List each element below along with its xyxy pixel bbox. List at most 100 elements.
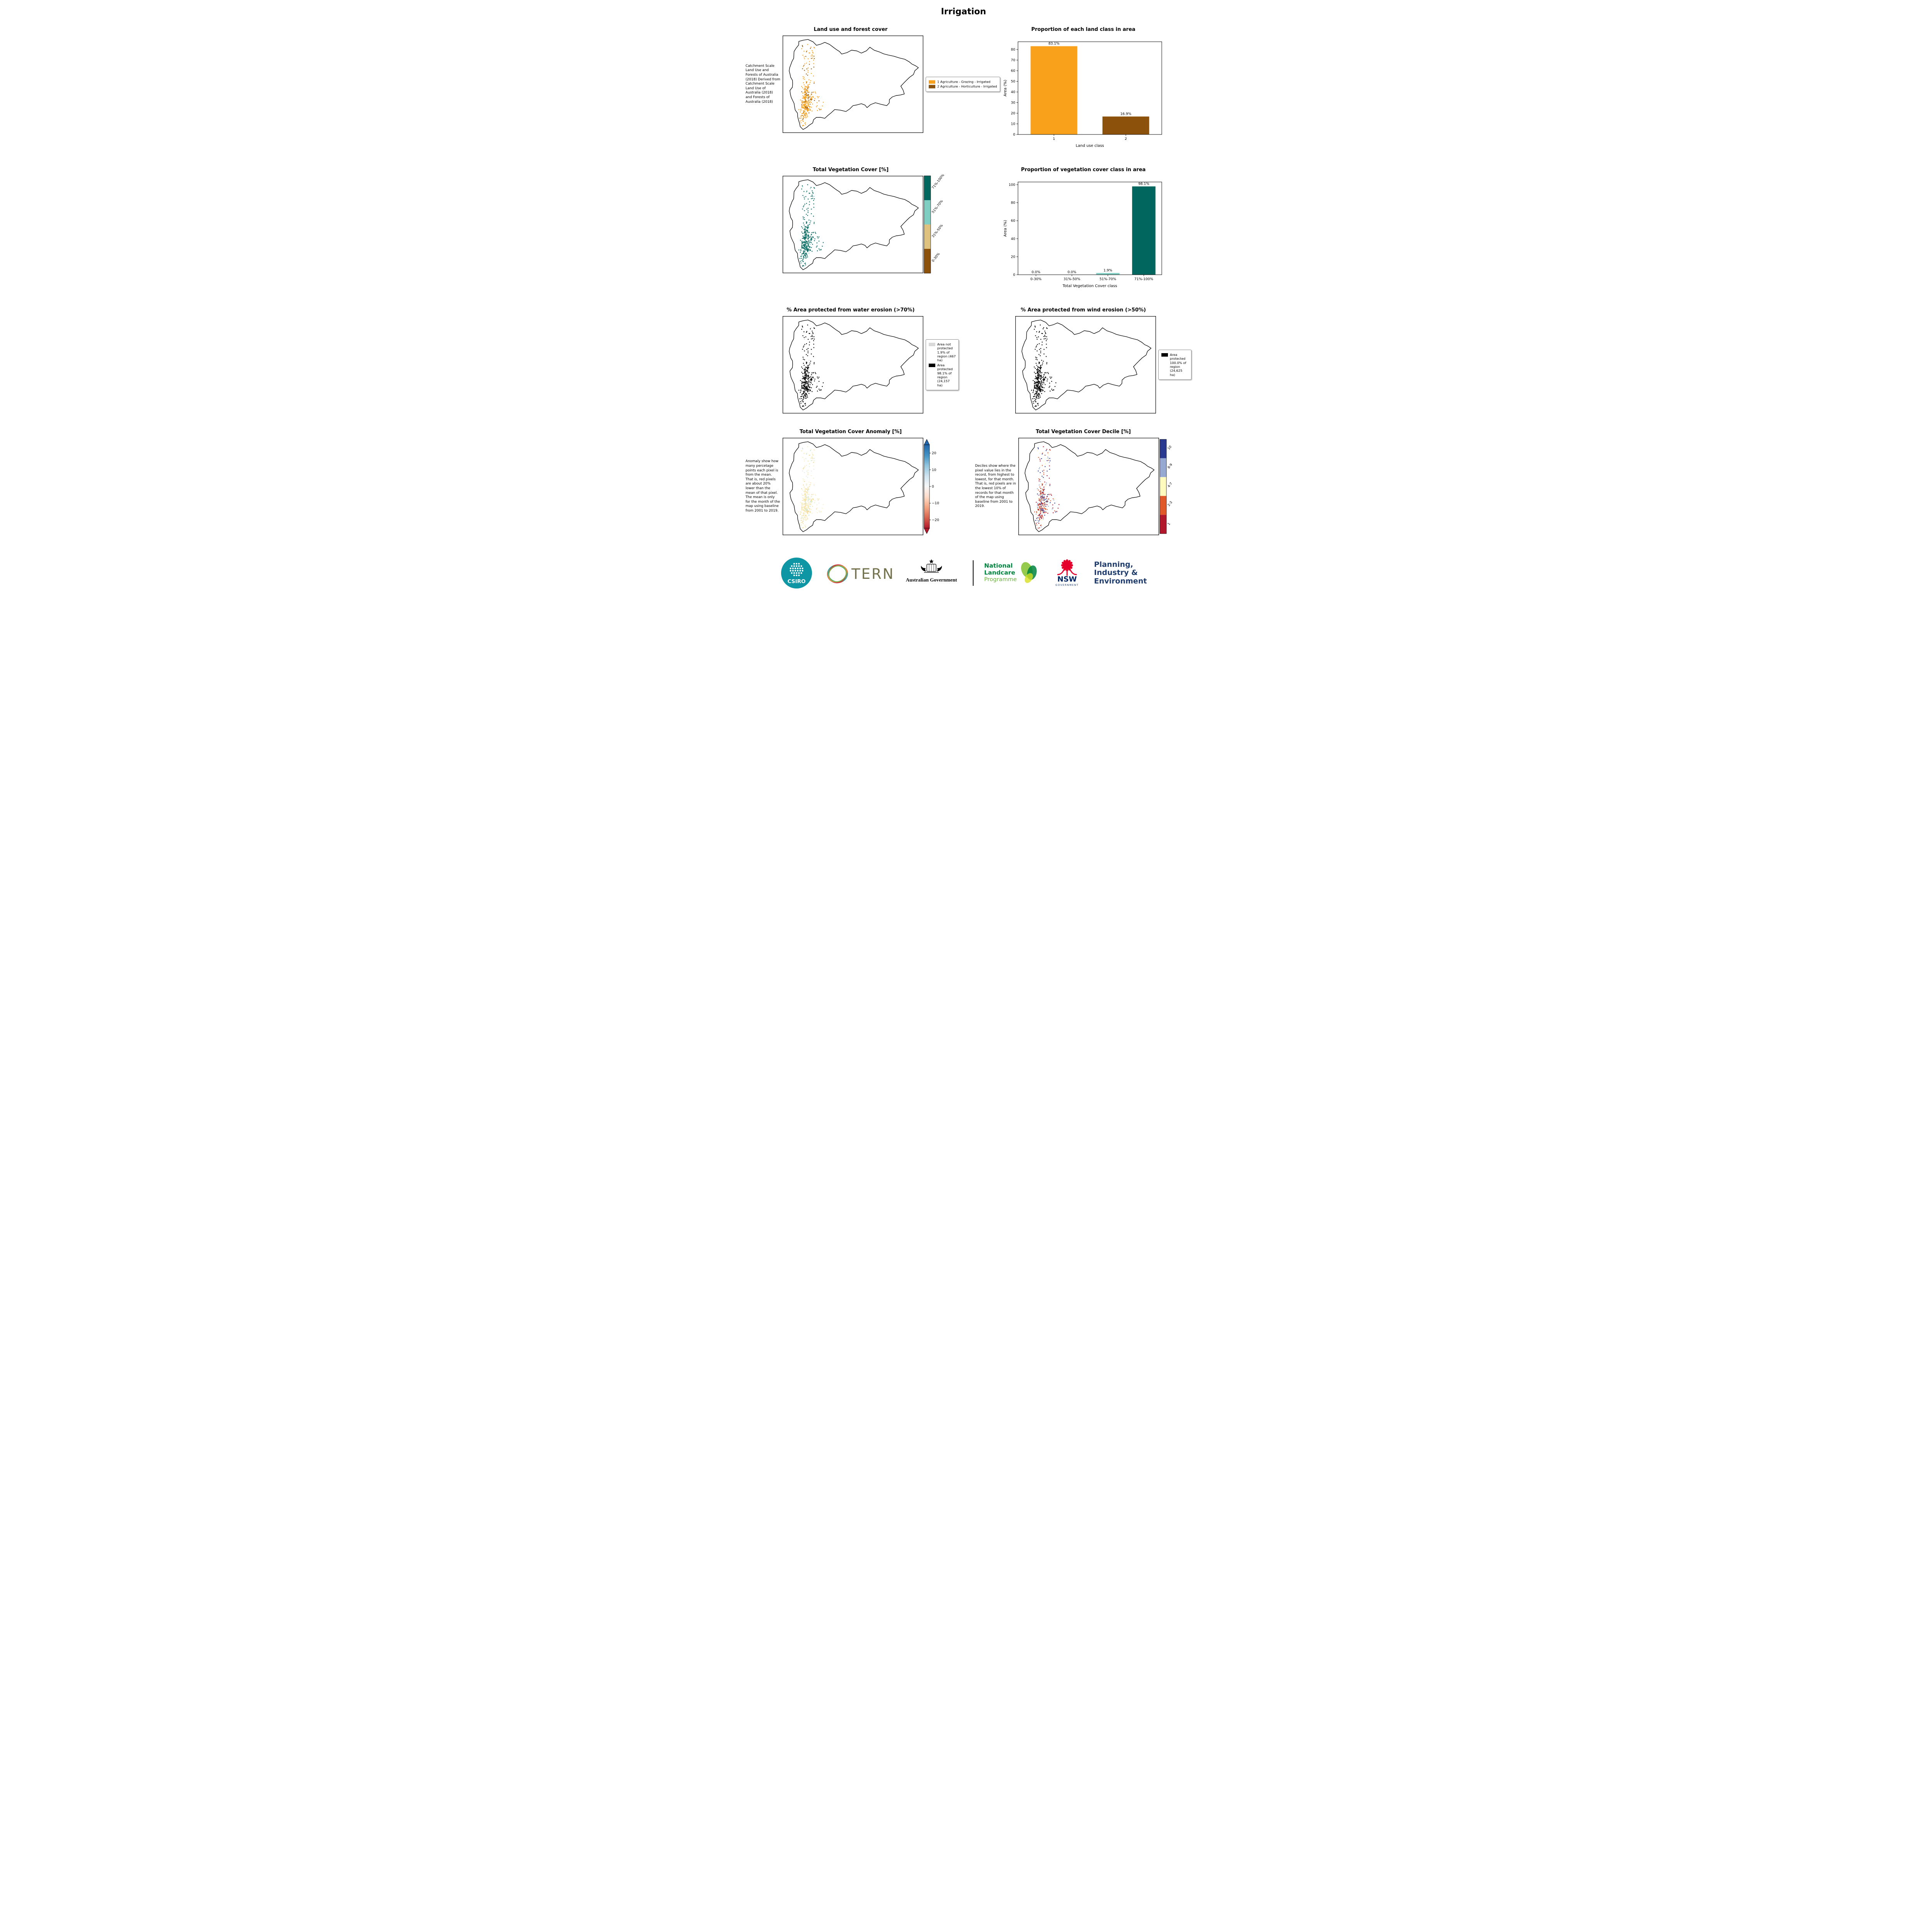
- water-erosion-legend: Area not protected 1.9% of region (467 h…: [926, 339, 959, 390]
- landuse-annotation-slot: Catchment Scale Land Use and Forests of …: [746, 64, 783, 104]
- y-tick-label: 60: [1011, 69, 1016, 73]
- y-tick-label: 50: [1011, 80, 1016, 84]
- page-title: Irrigation: [941, 7, 986, 17]
- x-tick-label: 51%-70%: [1100, 277, 1117, 281]
- water-erosion-body: Area not protected 1.9% of region (467 h…: [746, 316, 959, 414]
- vegcover-map-body: 0-30% 31%-50% 51%-70% 71%-100%: [746, 173, 956, 274]
- colorbar-tick-label: 20: [932, 452, 936, 456]
- x-tick-label: 1: [1053, 137, 1055, 141]
- landuse-map-body: Catchment Scale Land Use and Forests of …: [746, 36, 1000, 133]
- vegcover-map: [783, 176, 923, 274]
- y-tick-label: 80: [1011, 201, 1016, 205]
- catchment-outline: [1025, 441, 1154, 532]
- x-tick-label: 2: [1125, 137, 1127, 141]
- nsw-government-logo: NSW GOVERNMENT: [1055, 559, 1079, 587]
- decile-map-wrap: [1018, 438, 1159, 536]
- landuse-legend-item: 1 Agriculture - Grazing - Irrigated: [929, 80, 997, 84]
- australian-government-wordmark: Australian Government: [906, 577, 957, 583]
- landuse-map: [783, 36, 923, 133]
- chart-frame: [1018, 182, 1162, 275]
- landcare-line-landcare: Landcare: [984, 569, 1015, 577]
- x-axis-label: Land use class: [1076, 144, 1104, 148]
- panel-vegclass-chart: Proportion of vegetation cover class in …: [975, 167, 1192, 292]
- panel-decile-map: Total Vegetation Cover Decile [%] Decile…: [975, 429, 1192, 536]
- wind-erosion-legend: Area protected 100.0% of region (24,625 …: [1158, 349, 1192, 380]
- panels-grid: Land use and forest cover Catchment Scal…: [728, 27, 1199, 536]
- dpie-line-environment: Environment: [1094, 577, 1147, 585]
- map-pixels: [798, 44, 824, 126]
- anomaly-map: [783, 438, 923, 536]
- anomaly-colorbar-slot: 20 10 0 −10 −20: [923, 438, 956, 535]
- landclass-chart-title: Proportion of each land class in area: [1031, 27, 1135, 32]
- landcare-line-national: National: [984, 562, 1013, 570]
- bar-value-label: 98.1%: [1138, 182, 1149, 186]
- y-tick-label: 70: [1011, 59, 1016, 63]
- wind-erosion-map: [1015, 316, 1156, 414]
- vegclass-chart-title: Proportion of vegetation cover class in …: [1021, 167, 1146, 173]
- panel-wind-erosion-map: % Area protected from wind erosion (>50%…: [975, 307, 1192, 414]
- y-axis-label: Area (%): [1003, 80, 1008, 97]
- bar: [1096, 273, 1120, 275]
- anomaly-map-title: Total Vegetation Cover Anomaly [%]: [799, 429, 902, 435]
- colorbar-tick-label: 0: [932, 485, 934, 489]
- colorbar-label: 1: [1167, 522, 1171, 526]
- y-tick-label: 100: [1009, 183, 1015, 187]
- wind-legend-swatch: [1161, 353, 1168, 357]
- colorbar-label: 8-9: [1167, 463, 1173, 469]
- tern-wordmark: TERN: [851, 566, 894, 582]
- colorbar-label: 71%-100%: [931, 173, 945, 190]
- wind-legend-label: Area protected 100.0% of region (24,625 …: [1170, 352, 1187, 377]
- landuse-map-title: Land use and forest cover: [814, 27, 888, 32]
- catchment-outline: [789, 441, 919, 532]
- panel-landuse-map: Land use and forest cover Catchment Scal…: [735, 27, 1000, 151]
- decile-annotation-slot: Deciles show where the pixel value lies …: [975, 464, 1018, 509]
- decile-map-body: Deciles show where the pixel value lies …: [975, 438, 1192, 536]
- waratah-leaves: [1057, 569, 1077, 576]
- bar-value-label: 83.1%: [1049, 42, 1060, 46]
- x-axis-label: Total Vegetation Cover class: [1062, 284, 1117, 288]
- decile-map: [1018, 438, 1159, 536]
- landuse-legend-swatch: [929, 85, 935, 88]
- wind-erosion-body: Area protected 100.0% of region (24,625 …: [978, 316, 1192, 414]
- colorbar-label: 0-30%: [931, 252, 941, 263]
- map-pixels: [1034, 446, 1060, 529]
- x-tick-label: 31%-50%: [1064, 277, 1081, 281]
- water-legend-swatch: [929, 343, 935, 347]
- vegclass-bar-chart: 0 20 40 60 80 100 0.0% 0-30% 0.0% 31%-50% 1.9% 51%-…: [1003, 182, 1162, 288]
- bar-value-label: 0.0%: [1067, 270, 1076, 274]
- nsw-government-label: GOVERNMENT: [1055, 584, 1079, 587]
- decile-colorbar: 1 2-3 4-7 8-9 10: [1159, 439, 1173, 534]
- catchment-outline: [1021, 320, 1151, 410]
- wind-erosion-title: % Area protected from wind erosion (>50%…: [1021, 307, 1146, 313]
- nsw-wordmark: NSW: [1057, 575, 1077, 583]
- report-page: Irrigation Land use and forest cover Cat…: [722, 0, 1205, 603]
- colorbar-label: 10: [1167, 445, 1173, 451]
- decile-annotation: Deciles show where the pixel value lies …: [975, 464, 1016, 509]
- anomaly-colorbar: 20 10 0 −10 −20: [924, 439, 939, 534]
- water-erosion-map: [783, 316, 923, 414]
- colorbar-label: 4-7: [1167, 482, 1173, 488]
- bar-value-label: 1.9%: [1103, 269, 1112, 273]
- y-tick-label: 0: [1013, 273, 1015, 277]
- colorbar-label: 31%-50%: [931, 224, 944, 238]
- map-pixels: [798, 184, 824, 267]
- vegcover-map-title: Total Vegetation Cover [%]: [812, 167, 889, 173]
- bar-value-label: 0.0%: [1032, 270, 1040, 274]
- y-tick-label: 40: [1011, 237, 1016, 241]
- anomaly-annotation: Anomaly show how many percetage points e…: [746, 459, 780, 513]
- landuse-legend-item: 2 Agriculture - Horticulture - Irrigated: [929, 85, 997, 88]
- landuse-legend: 1 Agriculture - Grazing - Irrigated 2 Agr…: [926, 77, 1000, 92]
- anomaly-annotation-slot: Anomaly show how many percetage points e…: [746, 459, 783, 513]
- tern-scribble-mark: [827, 564, 848, 583]
- wind-legend-item: Area protected 100.0% of region (24,625 …: [1161, 353, 1188, 377]
- y-tick-label: 0: [1013, 133, 1015, 137]
- chart-frame: [1018, 41, 1162, 135]
- csiro-logo: CSIRO: [781, 558, 812, 588]
- landuse-annotation: Catchment Scale Land Use and Forests of …: [746, 64, 780, 104]
- bar: [1102, 116, 1149, 134]
- anomaly-map-wrap: [783, 438, 923, 536]
- tern-logo: TERN: [827, 564, 893, 583]
- y-tick-label: 80: [1011, 48, 1016, 52]
- landuse-map-wrap: 1 Agriculture - Grazing - Irrigated 2 Agr…: [783, 36, 1000, 133]
- colorbar-label: 2-3: [1167, 501, 1173, 507]
